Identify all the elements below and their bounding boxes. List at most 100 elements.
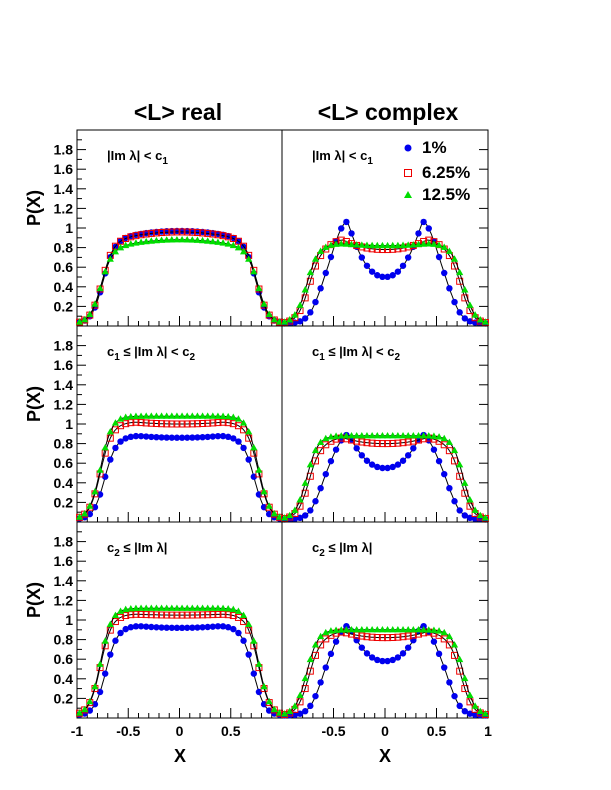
data-point-12_5pct [378, 241, 387, 249]
data-point-1pct [322, 269, 329, 277]
data-point-12_5pct [317, 247, 325, 254]
data-point-6_25pct [214, 231, 222, 239]
data-point-12_5pct [358, 241, 366, 248]
data-point-1pct [86, 707, 94, 714]
legend: 1% 6.25% 12.5% [404, 138, 470, 204]
data-point-1pct [368, 461, 376, 468]
data-point-6_25pct [358, 438, 366, 446]
data-point-12_5pct [245, 427, 253, 435]
data-point-12_5pct [193, 412, 202, 419]
data-point-12_5pct [481, 710, 490, 717]
data-point-12_5pct [456, 460, 464, 468]
data-point-6_25pct [373, 633, 381, 641]
data-point-1pct [224, 624, 232, 631]
data-point-12_5pct [75, 513, 84, 520]
data-point-12_5pct [399, 626, 407, 633]
data-point-12_5pct [373, 241, 381, 249]
data-point-12_5pct [229, 241, 237, 249]
data-point-12_5pct [219, 412, 227, 419]
data-point-12_5pct [301, 286, 309, 293]
data-point-6_25pct [240, 426, 248, 434]
data-point-12_5pct [445, 247, 453, 254]
data-point-12_5pct [414, 626, 423, 633]
data-point-12_5pct [245, 620, 253, 628]
legend-label: 6.25% [422, 163, 470, 182]
data-point-1pct [456, 702, 463, 710]
data-point-12_5pct [368, 626, 376, 633]
data-point-12_5pct [280, 710, 289, 717]
data-point-12_5pct [96, 284, 104, 292]
data-point-6_25pct [183, 611, 191, 619]
data-point-12_5pct [368, 431, 376, 439]
y-tick-label: 1.8 [54, 338, 74, 354]
data-point-12_5pct [270, 315, 278, 323]
data-point-12_5pct [204, 604, 212, 611]
data-point-1pct [255, 688, 263, 696]
data-point-1pct [301, 315, 309, 322]
data-point-12_5pct [440, 628, 448, 636]
data-point-6_25pct [178, 228, 186, 236]
y-tick-label: 1 [65, 612, 73, 628]
data-point-1pct [456, 309, 463, 316]
data-point-12_5pct [435, 241, 443, 248]
data-point-12_5pct [332, 240, 340, 247]
data-point-1pct [296, 318, 304, 325]
data-point-6_25pct [245, 434, 253, 442]
row-condition-label: |Im λ| < c1 [312, 148, 373, 167]
y-tick-label: 1.4 [54, 377, 74, 393]
data-point-6_25pct [173, 420, 181, 428]
data-point-6_25pct [152, 229, 160, 237]
data-point-6_25pct [158, 420, 166, 428]
data-point-12_5pct [296, 301, 304, 308]
data-point-12_5pct [234, 243, 243, 251]
data-point-12_5pct [96, 466, 104, 473]
data-point-1pct [456, 507, 463, 514]
legend-label: 1% [422, 138, 447, 157]
data-point-12_5pct [466, 301, 474, 308]
panel-r1-c1: 0.2 0.4 0.6 0.8 1 1.2 1.4 1.6 1.8 |Im λ| < c1 [54, 129, 284, 327]
data-point-6_25pct [122, 612, 130, 620]
data-point-6_25pct [111, 618, 119, 626]
data-point-12_5pct [337, 432, 345, 439]
data-point-1pct [183, 624, 191, 631]
data-point-12_5pct [461, 286, 469, 293]
data-point-12_5pct [250, 267, 258, 275]
data-point-12_5pct [353, 241, 361, 248]
data-point-6_25pct [229, 420, 237, 428]
data-point-1pct [327, 650, 335, 658]
data-point-1pct [446, 679, 453, 686]
data-point-1pct [189, 434, 196, 441]
data-point-12_5pct [173, 235, 181, 243]
y-tick-label: 1.2 [54, 592, 74, 608]
data-point-12_5pct [183, 604, 191, 611]
data-point-1pct [163, 434, 170, 441]
data-point-12_5pct [311, 446, 320, 454]
data-point-1pct [148, 433, 155, 441]
panel-r3-c2: c2 ≤ |Im λ| [280, 521, 490, 719]
data-point-12_5pct [81, 705, 89, 713]
y-tick-label: 1.6 [54, 357, 74, 373]
data-point-6_25pct [188, 611, 196, 619]
data-point-6_25pct [122, 420, 130, 428]
data-point-1pct [471, 711, 479, 719]
y-axis-label: P(X) [24, 386, 44, 422]
data-point-1pct [389, 272, 396, 279]
y-axis-label: P(X) [24, 582, 44, 618]
data-point-6_25pct [142, 230, 150, 238]
data-point-1pct [358, 452, 366, 459]
data-point-6_25pct [373, 439, 381, 447]
data-point-1pct [296, 514, 304, 522]
data-point-12_5pct [420, 240, 428, 247]
data-point-12_5pct [163, 412, 171, 419]
data-point-6_25pct [147, 419, 155, 427]
data-point-1pct [441, 664, 448, 671]
data-point-12_5pct [234, 415, 243, 422]
data-point-12_5pct [342, 626, 350, 633]
data-point-12_5pct [404, 626, 412, 633]
data-point-1pct [399, 457, 407, 464]
data-point-1pct [178, 624, 186, 632]
data-point-12_5pct [214, 412, 222, 419]
data-point-1pct [101, 473, 109, 480]
data-point-1pct [96, 491, 104, 498]
